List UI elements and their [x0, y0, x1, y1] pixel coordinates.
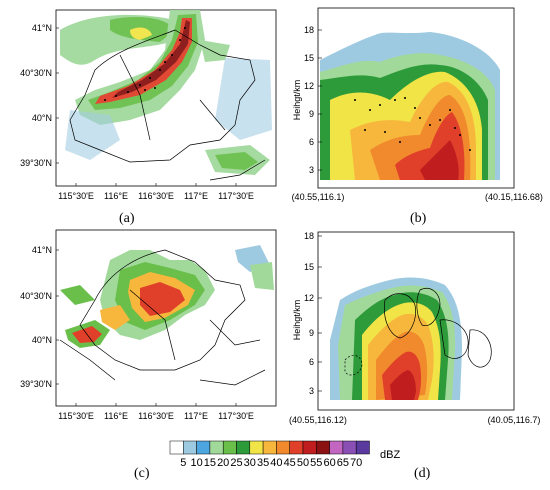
colorbar-cell — [329, 440, 344, 455]
panel-d-ticks — [318, 235, 322, 392]
panel-c-ticks — [56, 249, 237, 406]
panel-a-echoes — [60, 10, 272, 175]
panel-c-lat-tick: 40°30'N — [20, 291, 52, 301]
colorbar-tick-label: 60 — [323, 457, 335, 469]
panel-d-ylabel: Heihgt/km — [292, 300, 302, 341]
panel-a-lon-tick: 116°30'E — [138, 191, 174, 201]
colorbar-tick-label: 20 — [217, 457, 229, 469]
panel-c-lat-tick: 41°N — [32, 245, 52, 255]
panel-c-lon-tick: 117°E — [184, 411, 208, 421]
panel-d: 3 6 9 12 15 18 Heihgt/km (40.55,116.12) … — [289, 231, 540, 425]
panel-a-lat-tick: 41°N — [32, 23, 52, 33]
colorbar-ticks: 5 10 15 20 25 30 35 40 45 50 55 60 65 70 — [180, 457, 362, 469]
colorbar-tick-label: 55 — [310, 457, 322, 469]
colorbar-cell — [209, 440, 224, 455]
panel-b-y-tick: 6 — [309, 137, 314, 147]
panel-c: 41°N 40°30'N 40°N 39°30'N 115°30'E 116°E… — [20, 229, 277, 421]
colorbar-cell — [316, 440, 330, 455]
panel-d-y-tick: 15 — [304, 262, 314, 272]
panel-a-lon-tick: 116°E — [104, 191, 128, 201]
panel-d-x-right: (40.05,116.7) — [488, 415, 541, 425]
colorbar-tick-label: 65 — [337, 457, 349, 469]
panel-b-ticks — [318, 29, 322, 171]
colorbar-tick-label: 10 — [190, 457, 202, 469]
panel-a-boundaries — [69, 29, 266, 181]
colorbar: 5 10 15 20 25 30 35 40 45 50 55 60 65 70 dBZ — [169, 440, 400, 469]
panel-a-lat-tick: 39°30'N — [20, 158, 52, 168]
panel-b-y-tick: 15 — [304, 53, 314, 63]
panel-a-lon-tick: 117°30'E — [218, 191, 254, 201]
panel-a-lon-tick: 117°E — [184, 191, 208, 201]
panel-b-y-tick: 9 — [309, 109, 314, 119]
panel-d-contours — [344, 288, 492, 376]
panel-c-letter: (c) — [134, 466, 150, 481]
colorbar-unit: dBZ — [380, 449, 400, 461]
panel-a-lat-tick: 40°N — [32, 113, 52, 123]
colorbar-tick-label: 40 — [270, 457, 282, 469]
panel-a-letter: (a) — [119, 211, 135, 226]
colorbar-cell — [236, 440, 251, 455]
colorbar-cell — [302, 440, 317, 455]
colorbar-cell — [183, 440, 197, 455]
panel-a-lat-tick: 40°30'N — [20, 68, 52, 78]
panel-b: 3 6 9 12 15 18 Heihgt/km (40.55,116.1) (… — [292, 7, 543, 202]
panel-b-dots — [354, 97, 471, 151]
panel-a: 41°N 40°30'N 40°N 39°30'N 115°30'E 116°E… — [20, 9, 277, 201]
colorbar-tick-label: 70 — [350, 457, 362, 469]
panel-a-dots — [104, 27, 186, 101]
colorbar-tick-label: 30 — [244, 457, 256, 469]
panel-d-y-tick: 6 — [309, 357, 314, 367]
panel-a-ticks — [56, 27, 237, 186]
colorbar-cell — [169, 440, 184, 455]
panel-c-boundaries — [59, 249, 266, 386]
panel-d-echoes — [330, 277, 462, 400]
colorbar-tick-label: 35 — [257, 457, 269, 469]
colorbar-cell — [249, 440, 264, 455]
colorbar-cell — [262, 440, 277, 455]
panel-d-y-tick: 12 — [304, 293, 314, 303]
panel-b-y-tick: 3 — [309, 165, 314, 175]
colorbar-tick-label: 5 — [180, 457, 186, 469]
panel-d-y-tick: 3 — [309, 386, 314, 396]
colorbar-cell — [276, 440, 290, 455]
panel-b-ylabel: Heihgt/km — [292, 80, 302, 121]
panel-d-letter: (d) — [414, 466, 431, 481]
panel-b-x-right: (40.15,116.68) — [485, 192, 543, 202]
panel-c-lat-tick: 40°N — [32, 335, 52, 345]
panel-b-y-tick: 12 — [304, 81, 314, 91]
colorbar-tick-label: 50 — [297, 457, 309, 469]
panel-c-lon-tick: 115°30'E — [58, 411, 94, 421]
colorbar-tick-label: 45 — [284, 457, 296, 469]
panel-b-x-left: (40.55,116.1) — [292, 192, 345, 202]
panel-a-lon-tick: 115°30'E — [58, 191, 94, 201]
panel-c-lon-tick: 117°30'E — [218, 411, 254, 421]
panel-d-y-tick: 18 — [304, 231, 314, 241]
panel-c-echoes — [60, 245, 274, 348]
colorbar-cell — [222, 440, 237, 455]
colorbar-tick-label: 15 — [204, 457, 216, 469]
panel-b-y-tick: 18 — [304, 25, 314, 35]
panel-d-y-tick: 9 — [309, 328, 314, 338]
panel-c-lat-tick: 39°30'N — [20, 379, 52, 389]
panel-d-x-left: (40.55,116.12) — [289, 415, 347, 425]
colorbar-cell — [355, 440, 370, 455]
panel-c-lon-tick: 116°30'E — [138, 411, 174, 421]
colorbar-cell — [196, 440, 211, 455]
panel-b-letter: (b) — [410, 211, 427, 226]
panel-c-lon-tick: 116°E — [104, 411, 128, 421]
panel-b-echoes — [320, 32, 500, 180]
colorbar-cell — [342, 440, 357, 455]
colorbar-cells — [169, 440, 370, 455]
colorbar-cell — [289, 440, 304, 455]
colorbar-tick-label: 25 — [230, 457, 242, 469]
